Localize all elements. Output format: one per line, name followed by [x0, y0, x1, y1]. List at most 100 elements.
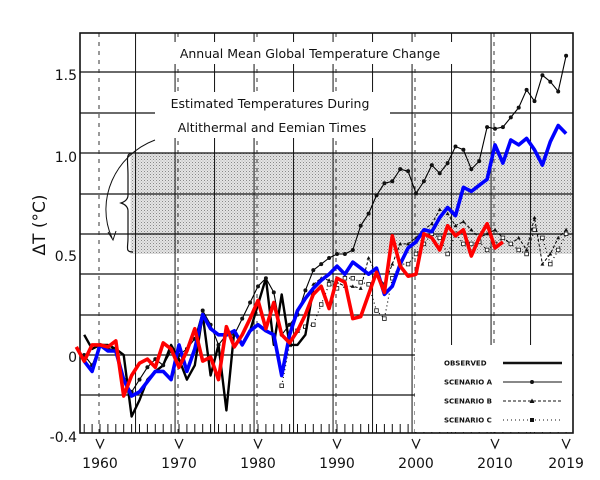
data-point-scenario-a	[161, 363, 166, 368]
data-point-scenario-a	[350, 247, 355, 252]
data-point-scenario-c	[342, 276, 348, 281]
data-point-scenario-a	[500, 125, 505, 130]
data-point-scenario-c	[516, 247, 521, 253]
data-point-scenario-a	[287, 322, 292, 327]
legend-marker-icon	[530, 418, 534, 422]
data-point-scenario-a	[414, 191, 418, 196]
data-point-scenario-a	[516, 105, 521, 110]
data-point-scenario-a	[271, 290, 276, 295]
data-point-scenario-b	[540, 262, 545, 266]
data-point-scenario-c	[382, 316, 387, 321]
data-point-scenario-b	[327, 278, 332, 282]
data-point-scenario-c	[469, 241, 474, 247]
data-point-scenario-a	[398, 167, 403, 172]
x-tick-label: 1960	[82, 456, 118, 472]
data-point-scenario-a	[548, 79, 553, 84]
data-point-scenario-b	[406, 241, 411, 246]
data-point-scenario-a	[556, 89, 561, 94]
legend: OBSERVED SCENARIO A SCENARIO B SCENARIO C	[415, 345, 572, 432]
x-tick-label: 1980	[240, 456, 276, 472]
x-tick-label: 1990	[319, 456, 355, 472]
data-point-scenario-a	[406, 169, 411, 174]
legend-label: SCENARIO C	[444, 417, 492, 425]
series-line-scenario-a	[83, 55, 567, 393]
data-point-scenario-c	[318, 302, 324, 307]
data-point-scenario-c	[326, 282, 332, 287]
data-point-scenario-a	[461, 147, 466, 152]
data-point-scenario-a	[327, 256, 332, 261]
data-point-scenario-a	[358, 223, 363, 228]
data-point-scenario-b	[453, 223, 458, 228]
x-tick-label: 2000	[398, 456, 434, 472]
data-point-scenario-c	[350, 276, 355, 281]
title-box: Annual Mean Global Temperature Change	[160, 42, 460, 64]
data-point-scenario-b	[516, 235, 521, 240]
data-point-scenario-a	[145, 365, 150, 370]
data-point-scenario-b	[485, 231, 490, 236]
x-tick-label: 1970	[161, 456, 197, 472]
data-point-scenario-a	[311, 268, 316, 273]
data-point-scenario-a	[485, 125, 490, 130]
data-point-scenario-b	[556, 235, 561, 240]
data-point-scenario-c	[556, 247, 561, 253]
x-tick-label: 2019	[548, 456, 584, 472]
annotation-line-2: Altithermal and Eemian Times	[178, 120, 367, 135]
y-axis-label: ΔT (°C)	[30, 194, 50, 255]
shaded-band	[130, 153, 573, 254]
data-point-scenario-a	[508, 115, 513, 120]
y-tick-label: 0.5	[55, 249, 77, 265]
annotation-arrow	[105, 139, 156, 239]
data-point-scenario-a	[469, 167, 474, 172]
data-point-scenario-a	[200, 308, 205, 313]
data-point-scenario-c	[548, 261, 553, 267]
data-point-scenario-c	[524, 251, 529, 257]
data-point-scenario-a	[366, 211, 371, 216]
data-point-scenario-c	[461, 241, 466, 247]
data-point-scenario-a	[429, 163, 434, 168]
x-tick-label: 2010	[477, 456, 513, 472]
data-point-scenario-a	[524, 87, 529, 92]
data-point-scenario-b	[437, 207, 442, 212]
data-point-scenario-a	[453, 144, 458, 149]
data-point-scenario-a	[532, 99, 537, 104]
x-tick-marker-icon	[174, 438, 184, 450]
data-point-scenario-c	[445, 251, 450, 257]
annotation: Estimated Temperatures During Altitherma…	[105, 92, 390, 253]
data-point-scenario-c	[500, 235, 506, 241]
y-tick-label: 1.5	[55, 68, 77, 84]
x-tick-marker-icon	[95, 438, 105, 450]
data-point-scenario-a	[437, 171, 442, 176]
data-point-scenario-b	[548, 252, 553, 256]
data-point-scenario-a	[445, 161, 450, 166]
legend-label: SCENARIO B	[444, 398, 492, 406]
y-tick-label: 1.0	[55, 150, 77, 166]
data-point-scenario-a	[240, 316, 245, 321]
data-point-scenario-a	[540, 73, 545, 78]
data-point-scenario-c	[532, 227, 537, 232]
data-point-scenario-a	[216, 342, 221, 347]
data-point-scenario-b	[429, 221, 434, 226]
data-point-scenario-a	[382, 181, 387, 186]
data-point-scenario-c	[311, 322, 316, 327]
data-point-scenario-c	[563, 231, 569, 236]
legend-marker-icon	[529, 398, 535, 403]
data-point-scenario-c	[374, 308, 379, 313]
data-point-scenario-b	[366, 256, 371, 260]
legend-marker-icon	[530, 380, 534, 384]
data-point-scenario-a	[263, 276, 268, 281]
data-point-scenario-b	[445, 211, 450, 216]
data-point-scenario-c	[484, 247, 490, 253]
x-tick-marker-icon	[332, 438, 342, 450]
data-point-scenario-b	[564, 227, 569, 232]
arrowhead-icon	[107, 230, 117, 242]
data-point-scenario-a	[319, 262, 324, 267]
x-tick-marker-icon	[411, 438, 421, 450]
y-tick-label: -0.4	[50, 430, 77, 446]
data-point-scenario-b	[461, 219, 466, 224]
data-point-scenario-a	[137, 377, 142, 382]
chart-title: Annual Mean Global Temperature Change	[180, 46, 441, 61]
annotation-line-1: Estimated Temperatures During	[171, 96, 370, 111]
data-point-scenario-b	[350, 284, 355, 288]
data-point-scenario-b	[398, 241, 403, 246]
